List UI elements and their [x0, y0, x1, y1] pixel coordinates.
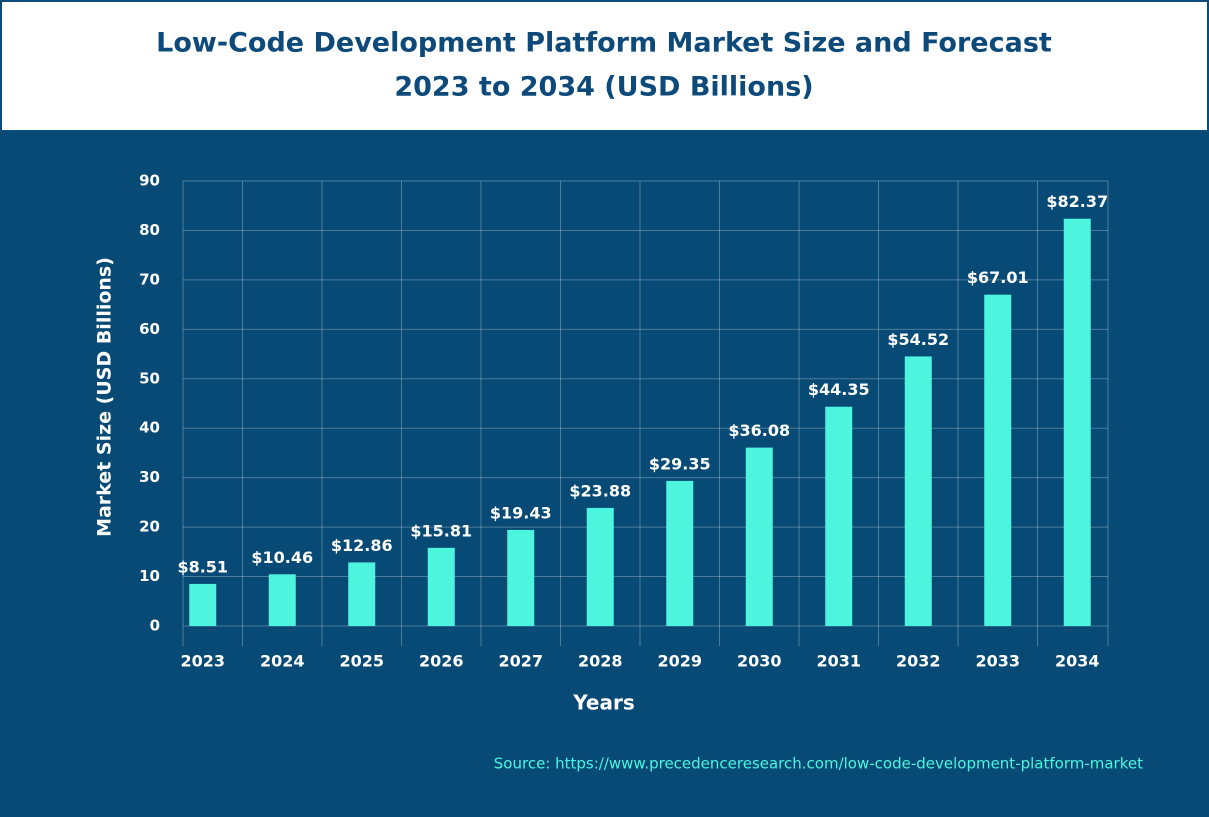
- value-label: $15.81: [410, 521, 472, 540]
- y-tick-label: 50: [139, 369, 160, 387]
- bar: [984, 294, 1012, 626]
- value-label: $8.51: [177, 557, 228, 576]
- bar: [904, 356, 932, 626]
- bar: [507, 529, 535, 626]
- x-tick-label: 2032: [896, 652, 941, 671]
- x-tick-label: 2025: [339, 652, 384, 671]
- y-tick-label: 80: [139, 221, 160, 239]
- value-label: $10.46: [251, 548, 313, 567]
- value-label: $12.86: [331, 536, 393, 555]
- value-label: $67.01: [967, 268, 1029, 287]
- bar: [1063, 218, 1091, 626]
- y-tick-label: 30: [139, 468, 160, 486]
- y-tick-label: 10: [139, 567, 160, 585]
- bar: [348, 562, 376, 626]
- value-label: $44.35: [808, 380, 870, 399]
- value-label: $23.88: [569, 481, 631, 500]
- source: Source: https://www.precedenceresearch.c…: [494, 755, 1143, 773]
- x-tick-label: 2027: [498, 652, 543, 671]
- bar: [745, 447, 773, 626]
- x-tick-label: 2033: [975, 652, 1020, 671]
- x-axis-label: Years: [572, 691, 634, 715]
- bar: [427, 547, 455, 626]
- y-tick-label: 60: [139, 320, 160, 338]
- y-tick-label: 40: [139, 419, 160, 437]
- x-tick-label: 2034: [1055, 652, 1100, 671]
- bar: [825, 406, 853, 626]
- x-tick-label: 2028: [578, 652, 623, 671]
- value-label: $19.43: [490, 503, 552, 522]
- y-tick-label: 70: [139, 270, 160, 288]
- x-tick-label: 2030: [737, 652, 782, 671]
- y-tick-label: 90: [139, 172, 160, 190]
- x-tick-label: 2026: [419, 652, 464, 671]
- chart-title: Low-Code Development Platform Market Siz…: [156, 28, 1052, 59]
- value-label: $82.37: [1046, 192, 1108, 211]
- bar: [268, 574, 296, 626]
- value-label: $36.08: [728, 421, 790, 440]
- chart-subtitle: 2023 to 2034 (USD Billions): [394, 72, 813, 103]
- x-tick-label: 2023: [180, 652, 225, 671]
- x-tick-label: 2029: [657, 652, 702, 671]
- y-axis-label: Market Size (USD Billions): [94, 257, 116, 537]
- value-label: $29.35: [649, 454, 711, 473]
- header: [0, 0, 1209, 132]
- bar: [586, 507, 614, 626]
- bar: [666, 480, 694, 626]
- x-tick-label: 2024: [260, 652, 305, 671]
- y-tick-label: 0: [150, 617, 160, 635]
- bar: [189, 583, 217, 626]
- value-label: $54.52: [887, 330, 949, 349]
- x-tick-label: 2031: [816, 652, 861, 671]
- y-tick-label: 20: [139, 518, 160, 536]
